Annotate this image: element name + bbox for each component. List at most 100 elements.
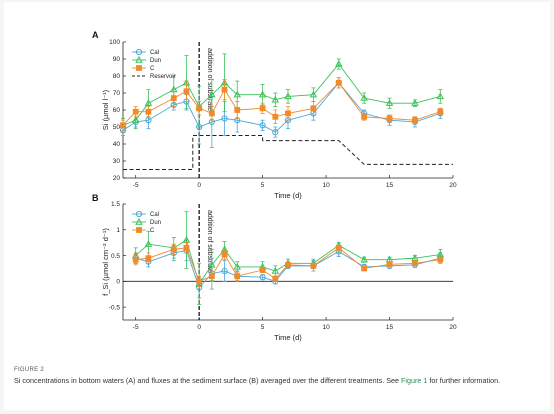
panel-letter-A: A (92, 30, 99, 40)
data-point-c (183, 88, 190, 95)
data-point-c (272, 113, 279, 120)
data-point-c (335, 244, 342, 251)
data-point-dun (284, 92, 292, 100)
substrate-addition-label: addition of substrate (206, 48, 213, 111)
data-point-cal (221, 267, 228, 275)
data-point-dun (208, 260, 216, 268)
x-tick-label: 20 (449, 324, 457, 331)
data-point-dun (309, 90, 318, 98)
series-line-dun (122, 63, 441, 126)
data-point-c (361, 265, 368, 272)
x-axis-title: Time (d) (274, 191, 302, 200)
data-point-c (437, 256, 444, 263)
data-point-dun (385, 99, 394, 106)
data-point-c (120, 122, 126, 129)
substrate-addition-label: addition of substrate (206, 210, 213, 273)
data-point-c (196, 105, 203, 112)
legend-label-c: C (150, 228, 155, 234)
data-point-c (221, 86, 228, 93)
data-point-cal (272, 129, 279, 136)
data-point-c (170, 95, 177, 101)
x-tick-label: 15 (386, 182, 394, 189)
data-point-c (310, 262, 317, 269)
data-point-c (196, 278, 203, 285)
data-point-dun (144, 240, 153, 247)
y-tick-label: 50 (113, 124, 121, 131)
series-line-cal (122, 82, 441, 133)
legend-label-cal: Cal (150, 50, 159, 56)
legend-label-c: C (150, 66, 155, 72)
x-tick-label: 10 (322, 182, 330, 189)
figure-label: FIGURE 2 (14, 367, 45, 373)
y-axis-title: f_Si (µmol cm⁻² d⁻¹) (101, 228, 110, 296)
data-point-dun (411, 99, 419, 106)
data-point-c (234, 107, 241, 113)
x-tick-label: -5 (133, 324, 139, 331)
data-point-c (132, 256, 139, 263)
data-point-c (132, 108, 139, 115)
data-point-cal (221, 115, 228, 122)
legend-label-reservoir: Reservoir (150, 74, 176, 80)
x-tick-label: 20 (449, 182, 457, 189)
x-tick-label: 5 (261, 324, 265, 331)
data-point-dun (233, 90, 241, 98)
data-point-cal (145, 117, 152, 124)
data-point-c (145, 255, 152, 262)
series-cal (119, 77, 444, 148)
series-line-c (122, 82, 441, 126)
figure-caption: FIGURE 2 Si concentrations in bottom wat… (14, 365, 544, 386)
legend-marker-dun (135, 55, 143, 63)
y-axis-title: Si (µmol l⁻¹) (101, 89, 110, 130)
data-point-c (386, 115, 393, 122)
data-point-dun (360, 94, 368, 101)
data-point-dun (233, 262, 241, 270)
y-tick-label: 40 (113, 141, 121, 148)
y-tick-label: 30 (113, 158, 121, 165)
x-tick-label: 0 (197, 182, 201, 189)
data-point-dun (144, 99, 153, 106)
data-point-dun (271, 95, 280, 103)
x-tick-label: -5 (133, 182, 139, 189)
data-point-dun (436, 92, 445, 100)
y-tick-label: 1 (116, 227, 120, 234)
data-point-c (272, 275, 279, 282)
legend-marker-dun (135, 217, 143, 225)
data-point-cal (259, 122, 266, 129)
panel-B: B -0.5 0 0.5 1 1.5 -5 0 5 10 15 20 Time (d) f_Si (µmo… (92, 193, 457, 342)
y-tick-label: 1.5 (111, 201, 120, 208)
data-point-c (221, 251, 228, 258)
figure-1-link[interactable]: Figure 1 (401, 376, 428, 385)
data-point-dun (411, 254, 419, 261)
data-point-dun (335, 60, 343, 67)
x-axis-title: Time (d) (274, 333, 302, 342)
x-tick-label: 0 (197, 324, 201, 331)
caption-text-after: for further information. (427, 376, 501, 385)
caption-text-before: Si concentrations in bottom waters (A) a… (14, 376, 401, 385)
y-tick-label: 0.5 (111, 253, 120, 260)
data-point-c (285, 110, 291, 117)
data-point-c (412, 117, 418, 124)
y-tick-label: 70 (113, 90, 121, 97)
legend-A: Cal Dun C Reservoir (132, 48, 176, 80)
data-point-c (310, 105, 317, 112)
data-point-c (259, 267, 266, 273)
data-point-c (386, 261, 393, 268)
series-c (120, 77, 444, 131)
legend-label-cal: Cal (150, 212, 159, 218)
data-point-dun (258, 90, 267, 98)
series-c (132, 242, 444, 287)
x-tick-label: 15 (386, 324, 394, 331)
panel-letter-B: B (92, 193, 99, 203)
legend-marker-cal (135, 210, 143, 218)
data-point-c (335, 79, 342, 86)
data-point-c (183, 244, 190, 251)
data-point-dun (271, 266, 280, 274)
data-point-dun (360, 255, 368, 263)
panel-A: A 20 30 40 50 60 70 80 90 100 -5 0 5 10 15 20 Time (d) Si… (92, 30, 457, 200)
figure-frame: A 20 30 40 50 60 70 80 90 100 -5 0 5 10 15 20 Time (d) Si… (4, 2, 550, 410)
legend-marker-cal (135, 48, 143, 56)
data-point-c (170, 246, 177, 253)
legend-marker-c (136, 227, 142, 233)
series-dun (131, 211, 445, 305)
